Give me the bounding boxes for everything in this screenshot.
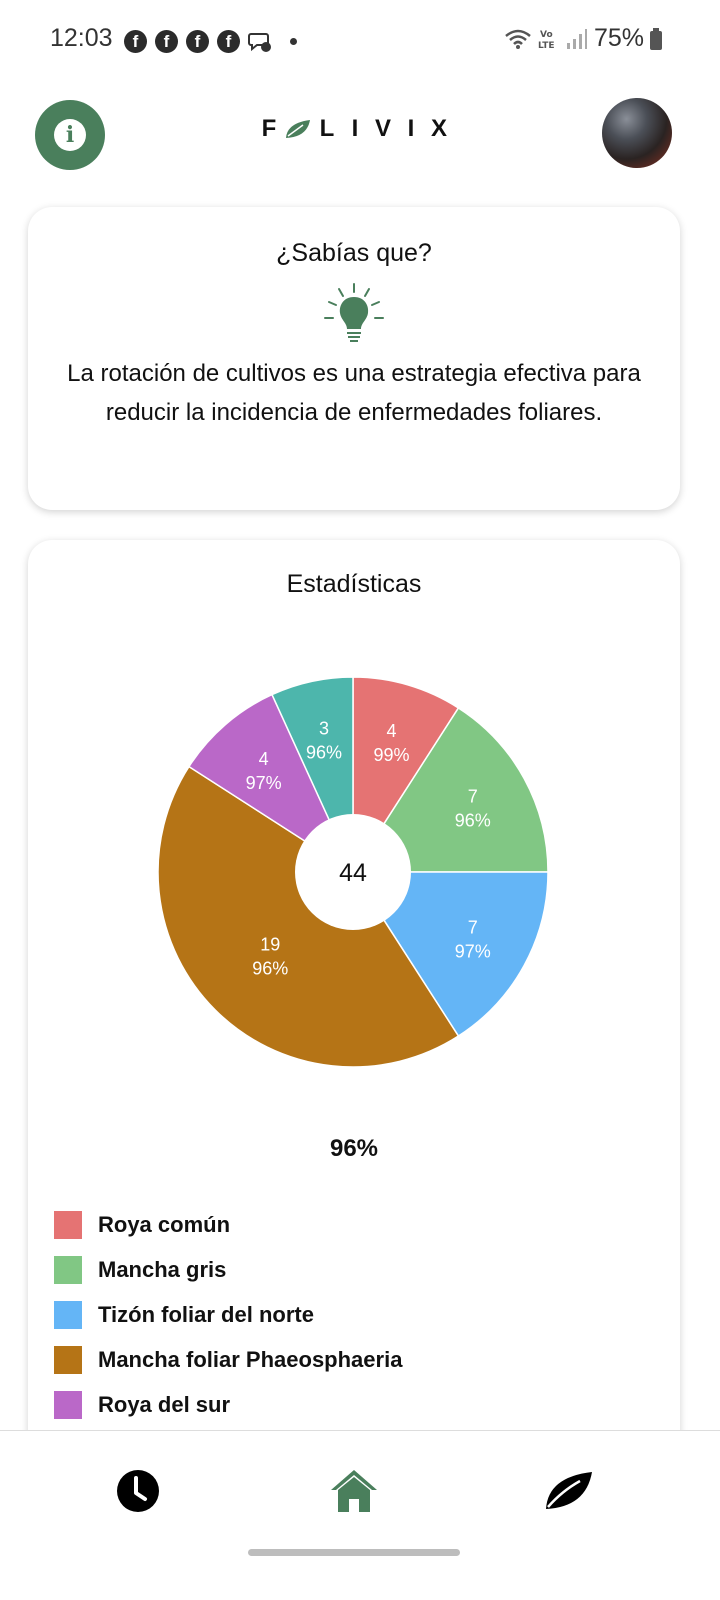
donut-hole	[295, 814, 411, 930]
nav-history[interactable]	[108, 1461, 168, 1521]
slice-count-label: 4	[259, 749, 269, 769]
logo-letter: I	[351, 115, 359, 142]
bottom-navigation	[0, 1430, 720, 1600]
slice-count-label: 7	[468, 787, 478, 807]
slice-count-label: 4	[386, 721, 396, 741]
chart-legend: Roya común Mancha gris Tizón foliar del no…	[54, 1202, 402, 1427]
legend-swatch	[54, 1390, 82, 1419]
legend-label: Tizón foliar del norte	[98, 1301, 314, 1327]
legend-item: Roya común	[54, 1202, 402, 1247]
slice-confidence-label: 97%	[246, 773, 282, 793]
nav-home[interactable]	[324, 1461, 384, 1521]
legend-item: Mancha gris	[54, 1247, 402, 1292]
legend-swatch	[54, 1210, 82, 1239]
nav-scan[interactable]	[538, 1461, 598, 1521]
status-right: Vo LTE 75%	[504, 24, 662, 53]
logo-letter: X	[430, 115, 447, 142]
logo-letter: L	[319, 115, 335, 142]
volte-icon: Vo LTE	[538, 30, 555, 51]
legend-item: Mancha foliar Phaeosphaeria	[54, 1337, 402, 1382]
home-icon	[331, 1470, 377, 1512]
legend-item: Roya del sur	[54, 1382, 402, 1427]
status-bar: 12:03 f f f f Vo LTE 75%	[0, 0, 720, 80]
legend-swatch	[54, 1345, 82, 1374]
facebook-icon: f	[186, 30, 209, 53]
pie-slice[interactable]	[187, 693, 355, 875]
pie-slice[interactable]	[157, 765, 460, 1068]
svg-text:LTE: LTE	[538, 41, 555, 51]
slice-confidence-label: 97%	[455, 941, 491, 961]
pie-slice[interactable]	[351, 871, 549, 1038]
slice-confidence-label: 96%	[306, 743, 342, 763]
facebook-icon: f	[155, 30, 178, 53]
signal-icon	[566, 28, 587, 49]
stats-title: Estadísticas	[286, 570, 422, 598]
wifi-icon	[505, 29, 531, 49]
tip-title: ¿Sabías que?	[276, 239, 432, 267]
tip-text: La rotación de cultivos es una estrategi…	[67, 360, 641, 426]
logo-letter: I	[407, 115, 415, 142]
disease-donut-chart: 4 99% 7 96% 7 97% 19 96% 4 97% 3 96% 44	[157, 676, 549, 1068]
legend-item: Tizón foliar del norte	[54, 1292, 402, 1337]
total-count-label: 44	[339, 859, 367, 887]
lightbulb-icon	[324, 283, 384, 342]
battery-icon	[650, 27, 662, 50]
leaf-logo-icon	[286, 120, 310, 138]
slice-count-label: 3	[319, 719, 329, 739]
logo-letter: F	[261, 115, 277, 142]
clock-icon	[117, 1470, 159, 1512]
legend-label: Roya común	[98, 1211, 231, 1237]
logo-letter: V	[374, 115, 391, 142]
info-button[interactable]: i	[35, 100, 105, 170]
legend-label: Roya del sur	[98, 1391, 231, 1417]
home-indicator	[248, 1549, 460, 1556]
notification-icons: f f f f	[124, 30, 297, 53]
info-icon: i	[54, 119, 86, 151]
legend-label: Mancha gris	[98, 1256, 227, 1282]
more-notifications-dot	[290, 38, 297, 45]
slice-confidence-label: 96%	[455, 811, 491, 831]
battery-percent: 75%	[593, 24, 644, 52]
svg-text:Vo: Vo	[540, 30, 553, 40]
legend-swatch	[54, 1300, 82, 1329]
stats-card: Estadísticas 4 99% 7 96% 7 97% 19 96% 4 97% 3 96% 44…	[28, 540, 680, 1460]
legend-swatch	[54, 1255, 82, 1284]
app-logo: F L I V I X	[255, 115, 453, 143]
pie-slice[interactable]	[351, 706, 549, 873]
facebook-icon: f	[217, 30, 240, 53]
legend-label: Mancha foliar Phaeosphaeria	[98, 1346, 403, 1372]
slice-count-label: 19	[260, 935, 280, 955]
facebook-icon: f	[124, 30, 147, 53]
app-header: i F L I V I X	[0, 95, 720, 175]
slice-confidence-label: 96%	[252, 959, 288, 979]
profile-avatar[interactable]	[602, 98, 672, 168]
slice-count-label: 7	[468, 917, 478, 937]
tip-card: ¿Sabías que? La rotación de cultivos es …	[28, 207, 680, 510]
slice-confidence-label: 99%	[373, 745, 409, 765]
status-time: 12:03	[50, 24, 113, 52]
average-confidence: 96%	[329, 1135, 379, 1162]
messenger-icon	[248, 32, 271, 52]
leaf-icon	[546, 1472, 592, 1509]
